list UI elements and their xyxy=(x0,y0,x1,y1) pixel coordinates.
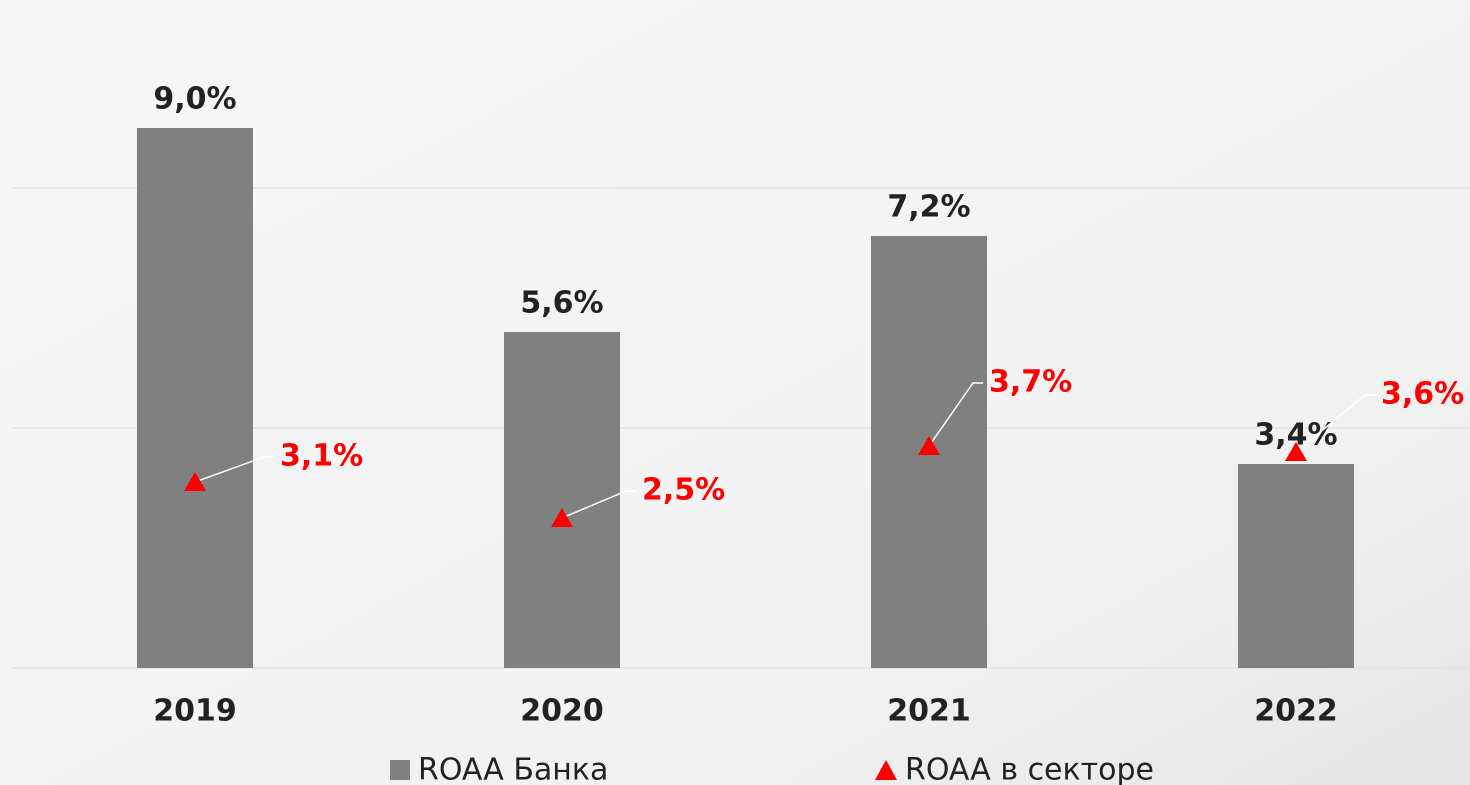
bar xyxy=(1238,464,1354,668)
value-label: 9,0% xyxy=(153,82,236,117)
value-label: 5,6% xyxy=(520,286,603,321)
triangle-marker xyxy=(551,508,573,527)
value-label: 3,1% xyxy=(280,439,363,474)
x-tick-label: 2022 xyxy=(1254,694,1338,729)
x-tick-label: 2021 xyxy=(887,694,971,729)
leader-line xyxy=(561,490,636,519)
legend-label: ROAA в секторе xyxy=(905,753,1154,785)
x-tick-label: 2020 xyxy=(520,694,604,729)
leader-line xyxy=(1295,394,1375,453)
value-label: 3,7% xyxy=(989,365,1072,400)
leader-line xyxy=(928,382,983,447)
legend-label: ROAA Банка xyxy=(418,753,608,785)
leader-line xyxy=(194,456,274,483)
value-label: 7,2% xyxy=(887,190,970,225)
triangle-marker xyxy=(918,436,940,455)
value-label: 2,5% xyxy=(642,473,725,508)
bar xyxy=(137,128,253,668)
bar xyxy=(504,332,620,668)
triangle-marker xyxy=(1285,442,1307,461)
x-tick-label: 2019 xyxy=(153,694,237,729)
legend-swatch xyxy=(875,760,897,780)
value-label: 3,6% xyxy=(1381,377,1464,412)
legend-swatch xyxy=(390,760,410,780)
triangle-marker xyxy=(184,472,206,491)
